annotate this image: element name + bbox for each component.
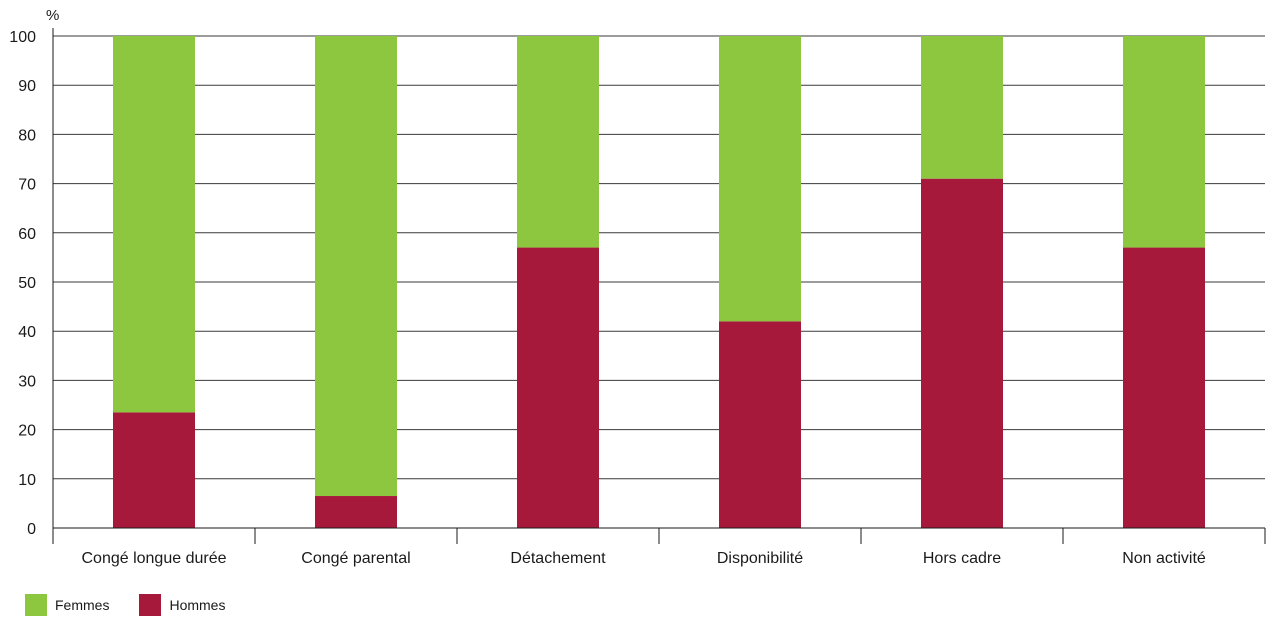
stacked-bar-chart: % 0 10 20 30 40 50 60 70 80 90 100 Congé longue du… bbox=[9, 7, 1266, 567]
legend-label-femmes: Femmes bbox=[55, 597, 110, 613]
y-tick-label-100: 100 bbox=[9, 29, 36, 46]
y-tick-label-80: 80 bbox=[18, 127, 36, 144]
x-category-label-1: Congé parental bbox=[301, 550, 410, 567]
bar-femmes-0 bbox=[113, 36, 195, 413]
x-category-label-4: Hors cadre bbox=[923, 550, 1001, 567]
x-category-labels: Congé longue durée Congé parental Détachem… bbox=[81, 550, 1205, 567]
bar-femmes-3 bbox=[719, 36, 801, 322]
y-tick-label-40: 40 bbox=[18, 324, 36, 341]
bar-femmes-5 bbox=[1123, 36, 1205, 248]
bars-group bbox=[113, 36, 1205, 528]
y-tick-label-90: 90 bbox=[18, 78, 36, 95]
x-category-label-2: Détachement bbox=[510, 550, 606, 567]
bar-hommes-1 bbox=[315, 496, 397, 528]
bar-hommes-5 bbox=[1123, 247, 1205, 528]
x-category-label-3: Disponibilité bbox=[717, 550, 803, 567]
grid-lines bbox=[53, 35, 1265, 480]
bar-femmes-4 bbox=[921, 36, 1003, 179]
y-tick-label-60: 60 bbox=[18, 226, 36, 243]
bar-hommes-3 bbox=[719, 321, 801, 528]
bar-hommes-0 bbox=[113, 412, 195, 528]
bar-hommes-4 bbox=[921, 178, 1003, 528]
legend-item-hommes: Hommes bbox=[139, 594, 225, 616]
legend-label-hommes: Hommes bbox=[169, 597, 226, 613]
x-category-label-0: Congé longue durée bbox=[81, 550, 226, 567]
y-tick-labels: 0 10 20 30 40 50 60 70 80 90 100 bbox=[9, 29, 36, 538]
legend-item-femmes: Femmes bbox=[25, 594, 109, 616]
bar-hommes-2 bbox=[517, 247, 599, 528]
bar-femmes-2 bbox=[517, 36, 599, 248]
legend: Femmes Hommes bbox=[25, 594, 255, 616]
y-axis-unit: % bbox=[46, 7, 59, 24]
axes-group bbox=[52, 28, 1266, 544]
y-tick-label-70: 70 bbox=[18, 177, 36, 194]
y-tick-label-50: 50 bbox=[18, 275, 36, 292]
legend-swatch-femmes bbox=[25, 594, 47, 616]
y-tick-label-10: 10 bbox=[18, 472, 36, 489]
y-tick-label-30: 30 bbox=[18, 373, 36, 390]
y-tick-label-0: 0 bbox=[27, 521, 36, 538]
y-tick-label-20: 20 bbox=[18, 423, 36, 440]
bar-femmes-1 bbox=[315, 36, 397, 497]
x-category-label-5: Non activité bbox=[1122, 550, 1206, 567]
legend-swatch-hommes bbox=[139, 594, 162, 616]
